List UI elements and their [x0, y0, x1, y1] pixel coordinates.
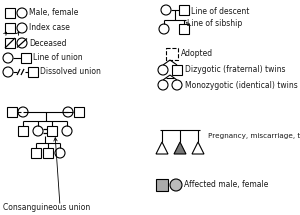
Text: Dizygotic (fraternal) twins: Dizygotic (fraternal) twins	[185, 66, 286, 75]
Polygon shape	[174, 142, 186, 154]
Circle shape	[159, 24, 169, 34]
Bar	[43, 148, 53, 158]
Text: Line of descent: Line of descent	[191, 6, 249, 15]
Circle shape	[62, 126, 72, 136]
Bar	[156, 179, 168, 191]
Text: Pregnancy, miscarriage, termination: Pregnancy, miscarriage, termination	[208, 133, 300, 139]
Bar	[5, 38, 15, 48]
Text: Deceased: Deceased	[29, 38, 67, 48]
Polygon shape	[192, 142, 204, 154]
Bar	[74, 107, 84, 117]
Circle shape	[17, 8, 27, 18]
Bar	[166, 48, 178, 60]
Bar	[7, 107, 17, 117]
Circle shape	[172, 80, 182, 90]
Bar	[31, 148, 41, 158]
Circle shape	[55, 148, 65, 158]
Circle shape	[161, 5, 171, 15]
Text: Dissolved union: Dissolved union	[40, 68, 101, 77]
Text: Male, female: Male, female	[29, 9, 78, 17]
Circle shape	[3, 67, 13, 77]
Polygon shape	[156, 142, 168, 154]
Text: Line of sibship: Line of sibship	[187, 20, 242, 29]
Bar	[5, 8, 15, 18]
Bar	[47, 126, 57, 136]
Text: Line of union: Line of union	[33, 54, 83, 63]
Bar	[21, 53, 31, 63]
Bar	[18, 126, 28, 136]
Bar	[172, 65, 182, 75]
Text: Consanguineous union: Consanguineous union	[3, 204, 90, 212]
Bar	[179, 24, 189, 34]
Circle shape	[17, 38, 27, 48]
Circle shape	[17, 23, 27, 33]
Circle shape	[63, 107, 73, 117]
Text: Affected male, female: Affected male, female	[184, 181, 268, 189]
Text: Adopted: Adopted	[181, 49, 213, 58]
Circle shape	[18, 107, 28, 117]
Bar	[179, 5, 189, 15]
Text: Index case: Index case	[29, 23, 70, 32]
Text: Monozygotic (identical) twins: Monozygotic (identical) twins	[185, 80, 298, 89]
Bar	[5, 23, 15, 33]
Circle shape	[158, 80, 168, 90]
Circle shape	[3, 53, 13, 63]
Circle shape	[170, 179, 182, 191]
Bar	[28, 67, 38, 77]
Circle shape	[33, 126, 43, 136]
Circle shape	[158, 65, 168, 75]
